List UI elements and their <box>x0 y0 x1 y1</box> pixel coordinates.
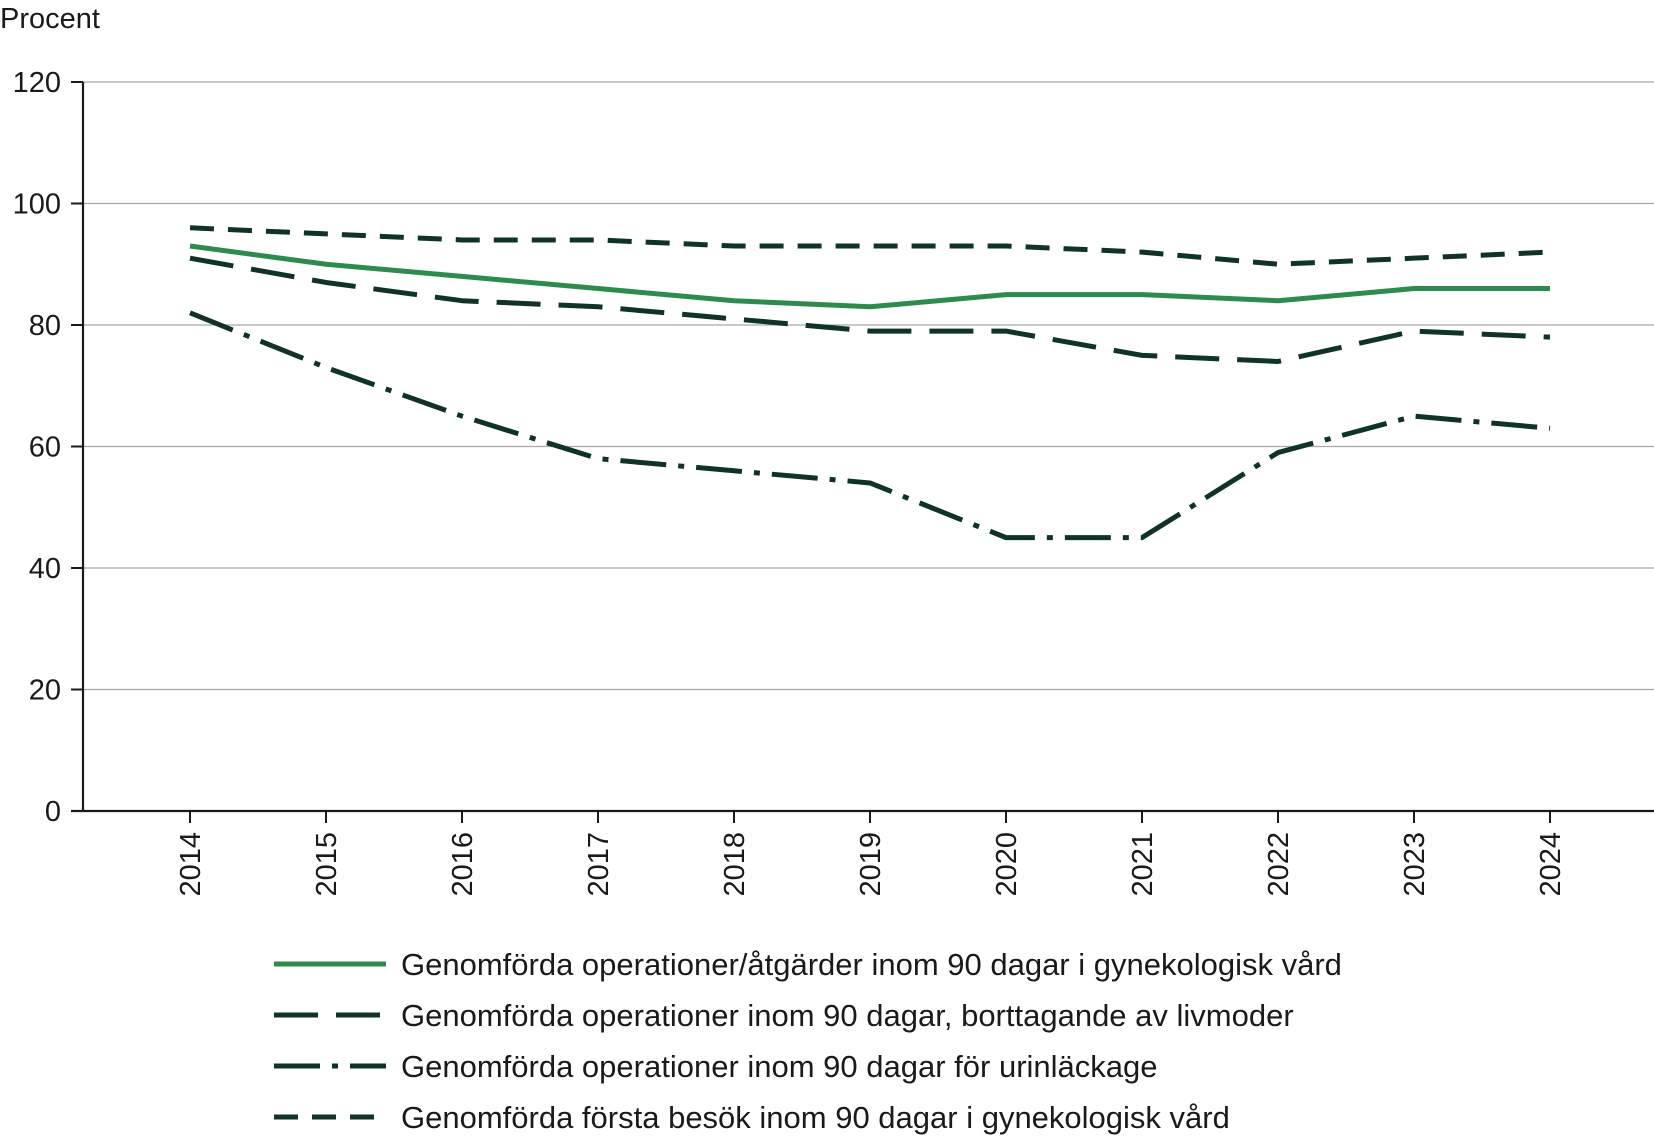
y-tick-label: 60 <box>29 432 61 464</box>
series-line-1 <box>190 246 1550 307</box>
x-tick-label: 2022 <box>1263 832 1295 897</box>
x-tick-label: 2023 <box>1399 832 1431 897</box>
x-tick-label: 2016 <box>447 832 479 897</box>
legend-label: Genomförda operationer/åtgärder inom 90 … <box>401 947 1342 982</box>
x-tick-label: 2018 <box>719 832 751 897</box>
legend-label: Genomförda operationer inom 90 dagar för… <box>401 1049 1158 1084</box>
legend: Genomförda operationer/åtgärder inom 90 … <box>274 947 1342 1135</box>
legend-item: Genomförda operationer inom 90 dagar, bo… <box>274 998 1294 1033</box>
y-tick-label: 120 <box>13 67 61 99</box>
x-tick-label: 2019 <box>855 832 887 897</box>
axes <box>71 82 1654 823</box>
x-tick-label: 2017 <box>583 832 615 897</box>
axis-labels: 0 20 40 60 80 100 120 Procent 2014 2015 2016 2017 20… <box>0 3 1567 897</box>
x-tick-label: 2015 <box>311 832 343 897</box>
y-tick-label: 0 <box>45 796 61 828</box>
legend-label: Genomförda första besök inom 90 dagar i … <box>401 1100 1230 1135</box>
y-tick-label: 20 <box>29 675 61 707</box>
y-axis-label: Procent <box>0 3 100 35</box>
legend-item: Genomförda operationer inom 90 dagar för… <box>274 1049 1158 1084</box>
legend-label: Genomförda operationer inom 90 dagar, bo… <box>401 998 1294 1033</box>
x-tick-label: 2021 <box>1127 832 1159 897</box>
y-tick-label: 80 <box>29 310 61 342</box>
gridlines <box>83 82 1654 690</box>
series-line-3 <box>190 313 1550 538</box>
y-tick-label: 40 <box>29 553 61 585</box>
legend-item: Genomförda första besök inom 90 dagar i … <box>274 1100 1230 1135</box>
y-tick-label: 100 <box>13 189 61 221</box>
series-lines <box>190 228 1550 538</box>
legend-item: Genomförda operationer/åtgärder inom 90 … <box>274 947 1342 982</box>
x-tick-label: 2020 <box>991 832 1023 897</box>
series-line-2 <box>190 258 1550 361</box>
x-tick-label: 2014 <box>175 832 207 897</box>
x-tick-label: 2024 <box>1535 832 1567 897</box>
